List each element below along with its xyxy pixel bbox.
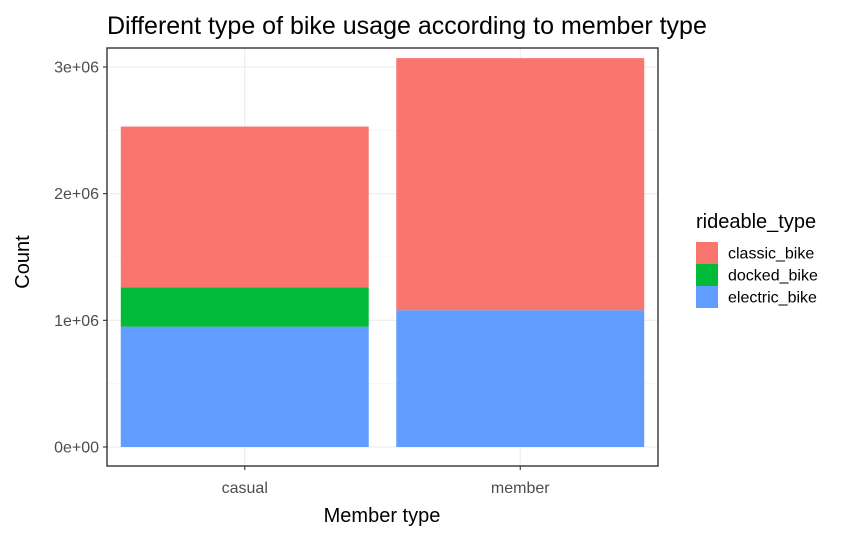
y-tick-label: 3e+06 [54,60,99,77]
y-tick-label: 0e+00 [54,440,99,457]
y-axis-title: Count [12,235,34,289]
bar-casual-docked_bike [120,287,369,327]
legend-label: electric_bike [728,290,817,307]
legend: classic_bike docked_bike electric_bike [696,242,818,308]
legend-title: rideable_type [696,211,816,233]
y-tick-label: 1e+06 [54,313,99,330]
legend-key-electric_bike [696,286,718,308]
legend-key-docked_bike [696,264,718,286]
x-axis-title: Member type [324,505,441,527]
bar-casual-classic_bike [120,126,369,288]
x-tick-label: casual [222,480,268,497]
legend-label: docked_bike [728,268,818,285]
legend-label: classic_bike [728,246,814,263]
bar-member-classic_bike [396,58,645,311]
y-tick-label: 2e+06 [54,186,99,203]
x-tick-label: member [491,480,550,497]
plot-panel [106,47,659,467]
legend-key-classic_bike [696,242,718,264]
bar-casual-electric_bike [120,326,369,447]
panel-border [106,47,659,467]
chart-title: Different type of bike usage according t… [107,12,707,40]
bar-member-electric_bike [396,310,645,447]
